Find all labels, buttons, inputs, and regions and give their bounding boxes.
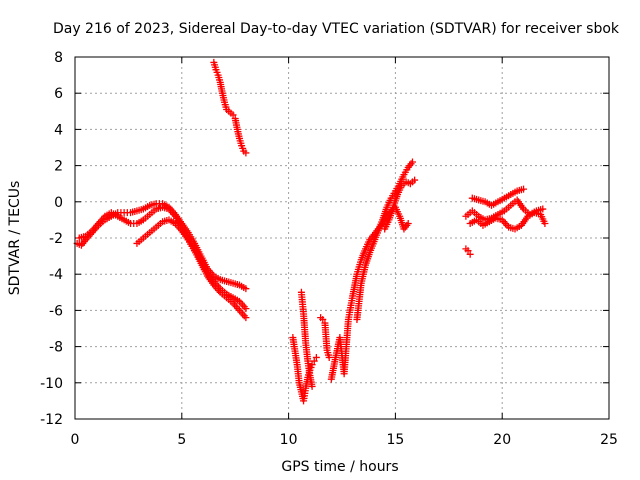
data-point	[325, 353, 333, 361]
data-point	[242, 149, 250, 157]
y-tick-label: 2	[54, 159, 63, 175]
data-point	[411, 176, 419, 184]
plot-border	[74, 56, 610, 420]
x-tick-label: 20	[493, 432, 511, 448]
data-point	[308, 382, 316, 390]
data-point	[319, 315, 327, 323]
grid-lines	[75, 57, 609, 419]
data-point	[310, 357, 318, 365]
data-point	[229, 111, 237, 119]
data-point	[408, 158, 416, 166]
y-tick-label: 4	[54, 122, 63, 138]
y-tick-label: -10	[40, 376, 63, 392]
chart-title: Day 216 of 2023, Sidereal Day-to-day VTE…	[53, 21, 620, 37]
x-tick-label: 15	[386, 432, 404, 448]
y-tick-label: 0	[54, 195, 63, 211]
data-point	[242, 285, 250, 293]
data-point	[539, 205, 547, 213]
y-tick-label: -8	[49, 340, 63, 356]
y-tick-label: 6	[54, 86, 63, 102]
y-tick-label: 8	[54, 50, 63, 66]
y-axis-label: SDTVAR / TECUs	[7, 181, 23, 296]
y-tick-label: -2	[49, 231, 63, 247]
data-point	[520, 185, 528, 193]
tick-labels: 0 5 10 15 20 25 -12 -10 -8 -6 -4 -2 0 2 4 6 8	[40, 50, 618, 448]
y-tick-label: -4	[49, 267, 63, 283]
x-tick-label: 25	[600, 432, 618, 448]
data-point	[242, 305, 250, 313]
data-point	[464, 247, 472, 255]
data-point	[242, 314, 250, 322]
data-point	[312, 353, 320, 361]
data-point	[541, 220, 549, 228]
y-tick-label: -6	[49, 303, 63, 319]
x-tick-label: 10	[280, 432, 298, 448]
data-point	[308, 361, 316, 369]
y-tick-label: -12	[40, 412, 63, 428]
data-point	[466, 250, 474, 258]
data-point	[404, 220, 412, 228]
data-points	[73, 58, 549, 405]
x-tick-label: 0	[71, 432, 80, 448]
x-axis-label: GPS time / hours	[281, 459, 398, 475]
x-tick-label: 5	[177, 432, 186, 448]
